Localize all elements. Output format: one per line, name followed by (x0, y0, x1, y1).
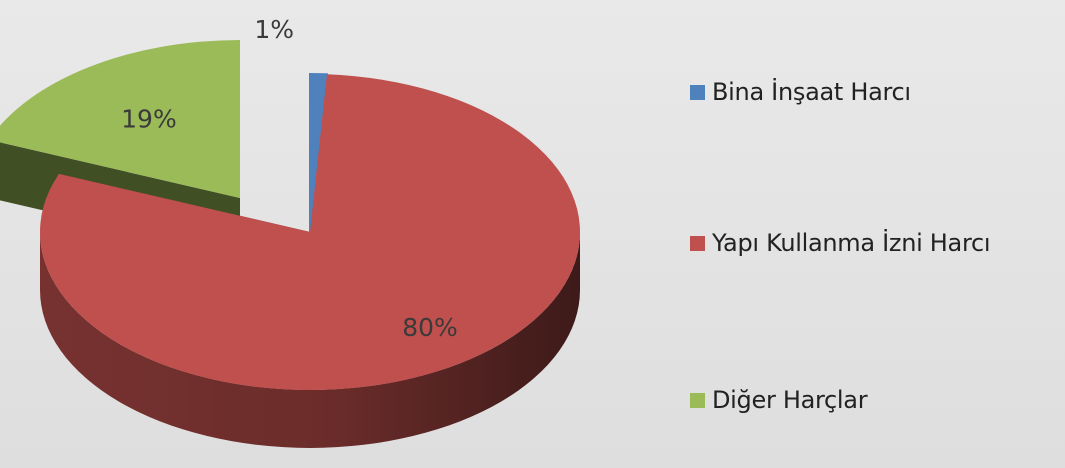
pie-data-label: 1% (254, 15, 294, 44)
pie-slice-rim (40, 232, 580, 448)
legend-item-yapi-kullanma-izni-harci: Yapı Kullanma İzni Harcı (690, 225, 991, 261)
legend-swatch (690, 392, 705, 408)
pie-tops (0, 40, 580, 391)
pie-data-label: 80% (402, 313, 458, 342)
pie-data-labels: 1% 80% 19% (121, 15, 458, 342)
legend-swatch (690, 235, 705, 251)
legend-item-diger-harclar: Diğer Harçlar (690, 382, 868, 418)
legend-label: Diğer Harçlar (712, 386, 868, 414)
chart-legend: Bina İnşaat Harcı Yapı Kullanma İzni Har… (690, 0, 1060, 468)
pie-slice (39, 74, 580, 391)
legend-item-bina-insaat-harci: Bina İnşaat Harcı (690, 74, 911, 110)
pie-slice (0, 40, 240, 198)
legend-label: Yapı Kullanma İzni Harcı (712, 229, 991, 257)
pie-slice (309, 72, 329, 233)
pie-data-label: 19% (121, 105, 177, 134)
legend-label: Bina İnşaat Harcı (712, 78, 911, 106)
legend-swatch (690, 84, 705, 100)
